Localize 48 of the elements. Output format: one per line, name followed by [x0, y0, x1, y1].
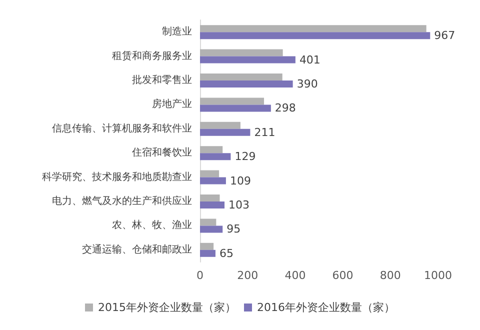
y-tick-label: 信息传输、计算机服务和软件业 — [52, 122, 192, 134]
bar — [200, 202, 225, 208]
bar — [200, 104, 271, 112]
bar — [200, 80, 293, 88]
data-label: 129 — [234, 150, 256, 164]
data-label: 65 — [219, 246, 234, 260]
bar — [200, 170, 220, 178]
bar — [200, 242, 214, 250]
y-tick-label: 电力、燃气及水的生产和供应业 — [52, 195, 192, 207]
bar — [200, 153, 231, 160]
bar — [200, 177, 226, 184]
data-label: 211 — [254, 126, 276, 139]
y-tick-label: 农、林、牧、渔业 — [112, 219, 192, 232]
bar — [200, 194, 220, 202]
data-label: 298 — [274, 102, 296, 115]
legend-label: 2016年外资企业数量（家） — [257, 301, 395, 314]
data-label: 967 — [434, 29, 456, 42]
x-tick-label: 400 — [284, 269, 306, 282]
bar — [200, 98, 264, 105]
data-label: 109 — [230, 174, 251, 188]
bar — [200, 56, 296, 64]
x-tick-label: 200 — [237, 269, 258, 282]
data-label: 95 — [226, 222, 241, 236]
bar — [200, 218, 216, 226]
y-tick-label: 交通运输、仓储和邮政业 — [82, 243, 192, 256]
x-tick-label: 800 — [380, 269, 401, 282]
x-tick-label: 1000 — [424, 269, 452, 282]
bar — [200, 122, 240, 129]
y-tick-label: 房地产业 — [152, 98, 192, 110]
x-tick-label: 0 — [196, 269, 204, 282]
data-label: 390 — [296, 78, 318, 90]
bar — [200, 146, 223, 154]
bar — [200, 25, 426, 32]
bar — [200, 49, 283, 56]
y-tick-label: 制造业 — [162, 26, 192, 38]
data-label: 103 — [228, 198, 250, 212]
bar — [200, 226, 223, 233]
x-tick-label: 600 — [332, 269, 354, 282]
data-label: 401 — [299, 53, 320, 66]
y-tick-label: 科学研究、技术服务和地质勘查业 — [42, 170, 192, 183]
bar — [200, 74, 282, 80]
legend-label: 2015年外资企业数量（家） — [98, 301, 236, 314]
bar — [200, 128, 250, 136]
y-tick-label: 住宿和餐饮业 — [132, 146, 192, 159]
bar — [200, 32, 430, 40]
y-tick-label: 租赁和商务服务业 — [112, 50, 192, 62]
y-tick-label: 批发和零售业 — [132, 74, 192, 86]
bar — [200, 250, 216, 257]
